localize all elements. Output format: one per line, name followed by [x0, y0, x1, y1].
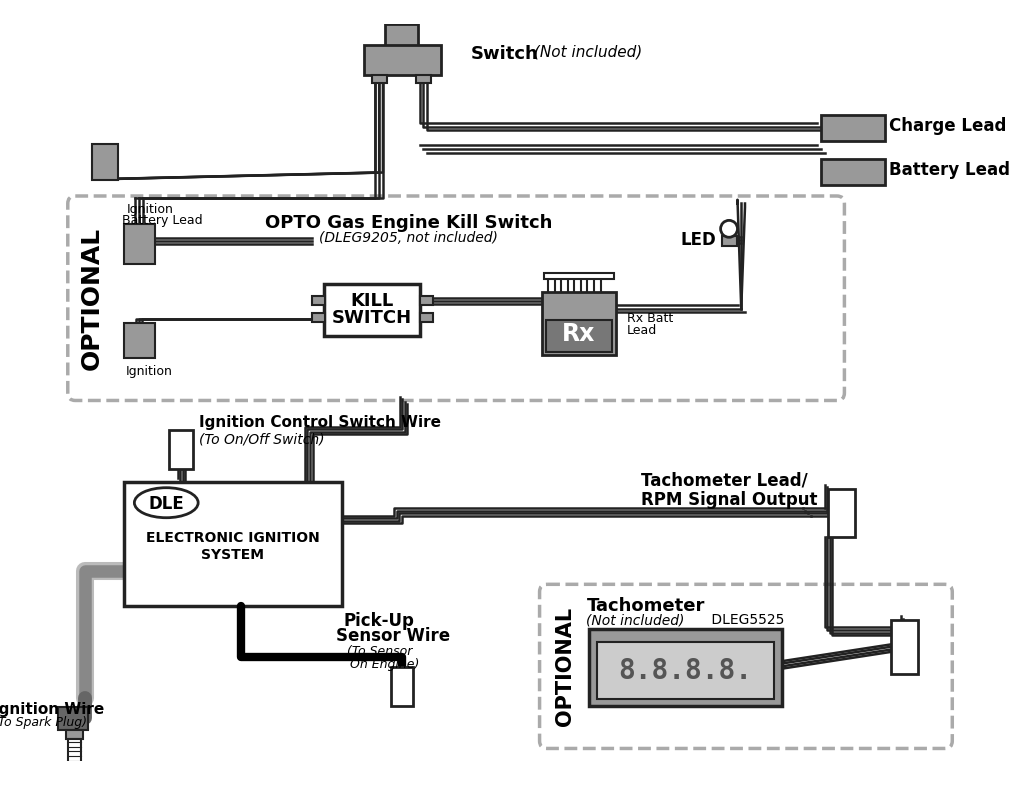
- Text: Lead: Lead: [627, 324, 657, 338]
- Text: (To Spark Plug): (To Spark Plug): [0, 716, 87, 728]
- Text: DLE: DLE: [148, 495, 184, 513]
- Bar: [828, 488, 855, 538]
- Text: (To Sensor: (To Sensor: [347, 645, 413, 659]
- Bar: [311, 297, 325, 305]
- Bar: [124, 323, 155, 358]
- Bar: [58, 707, 88, 730]
- Bar: [420, 313, 433, 322]
- Text: Rx: Rx: [562, 322, 596, 345]
- Text: DLEG5525: DLEG5525: [707, 613, 784, 627]
- Text: Battery Lead: Battery Lead: [122, 214, 203, 227]
- Bar: [385, 24, 418, 47]
- Bar: [420, 297, 433, 305]
- Text: OPTIONAL: OPTIONAL: [80, 227, 104, 370]
- Text: OPTIONAL: OPTIONAL: [555, 607, 574, 726]
- Text: Switch: Switch: [471, 45, 539, 63]
- Text: 8.8.8.8.: 8.8.8.8.: [618, 656, 753, 685]
- Circle shape: [721, 221, 737, 237]
- Bar: [66, 730, 83, 739]
- Text: RPM Signal Output: RPM Signal Output: [641, 491, 817, 509]
- Text: Charge Lead: Charge Lead: [890, 117, 1007, 135]
- Bar: [324, 284, 420, 336]
- Bar: [311, 313, 325, 322]
- Bar: [391, 666, 413, 707]
- Text: SYSTEM: SYSTEM: [202, 548, 264, 562]
- Text: (To On/Off Switch): (To On/Off Switch): [199, 433, 325, 447]
- Text: Pick-Up: Pick-Up: [343, 612, 415, 630]
- Text: (Not included): (Not included): [587, 613, 685, 627]
- Text: LED: LED: [680, 231, 716, 249]
- Text: Battery Lead: Battery Lead: [890, 161, 1011, 179]
- Bar: [169, 429, 193, 469]
- Text: Ignition: Ignition: [126, 365, 173, 378]
- Text: OPTO Gas Engine Kill Switch: OPTO Gas Engine Kill Switch: [264, 214, 552, 232]
- Text: KILL: KILL: [350, 292, 393, 309]
- Text: Ignition Wire: Ignition Wire: [0, 702, 104, 717]
- Text: SWITCH: SWITCH: [332, 309, 412, 327]
- Bar: [722, 236, 737, 246]
- Bar: [124, 482, 342, 606]
- Bar: [546, 319, 611, 352]
- Bar: [372, 75, 387, 83]
- Ellipse shape: [134, 487, 199, 518]
- Bar: [821, 115, 885, 141]
- Bar: [92, 144, 119, 180]
- Bar: [891, 620, 918, 674]
- Text: On Engine): On Engine): [350, 659, 420, 671]
- Text: Tachometer Lead/: Tachometer Lead/: [641, 472, 808, 490]
- Bar: [545, 273, 613, 279]
- Bar: [821, 159, 885, 184]
- Bar: [589, 630, 781, 706]
- Bar: [543, 292, 615, 356]
- Text: Rx Batt: Rx Batt: [627, 312, 673, 325]
- Text: Sensor Wire: Sensor Wire: [336, 627, 451, 645]
- Text: Ignition Control Switch Wire: Ignition Control Switch Wire: [199, 415, 441, 430]
- Bar: [124, 225, 155, 265]
- Bar: [68, 739, 81, 765]
- Text: Tachometer: Tachometer: [587, 597, 705, 615]
- Bar: [365, 45, 441, 75]
- Text: ELECTRONIC IGNITION: ELECTRONIC IGNITION: [146, 531, 319, 545]
- Bar: [597, 642, 774, 699]
- Text: (DLEG9205, not included): (DLEG9205, not included): [318, 231, 498, 245]
- Text: (Not included): (Not included): [529, 45, 642, 60]
- Text: Ignition: Ignition: [127, 203, 174, 217]
- Bar: [416, 75, 431, 83]
